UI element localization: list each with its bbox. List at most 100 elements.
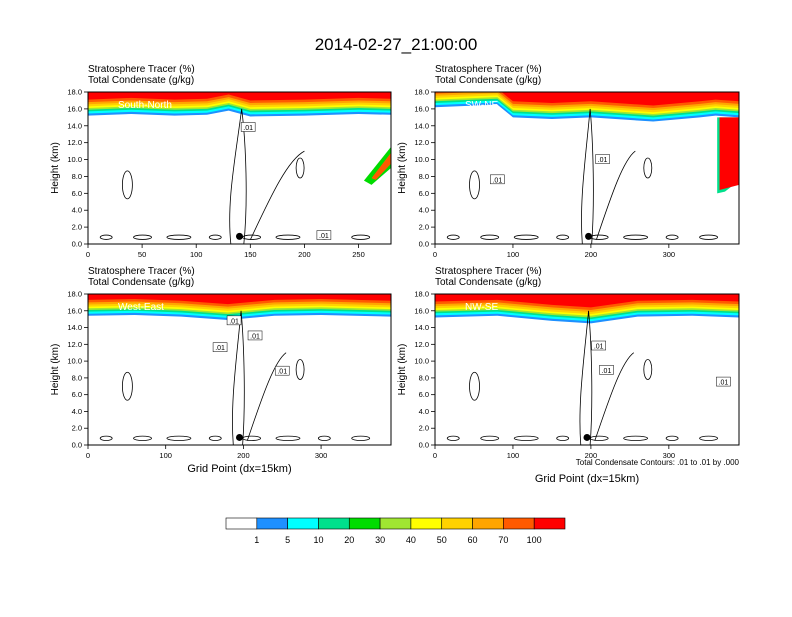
panel-subtitle-tracer: Stratosphere Tracer (%) bbox=[88, 266, 195, 277]
panel-subtitle-condensate: Total Condensate (g/kg) bbox=[88, 277, 194, 288]
low-cloud-contour bbox=[556, 234, 570, 240]
midlevel-cloud-contour bbox=[295, 359, 305, 380]
contour-label: .01 bbox=[215, 345, 225, 352]
x-tick-label: 300 bbox=[315, 451, 328, 460]
colorbar-swatch bbox=[348, 517, 381, 530]
contour-label-box bbox=[316, 230, 332, 240]
convective-tower-contour bbox=[229, 108, 247, 244]
low-cloud-contour bbox=[665, 234, 679, 240]
y-tick-label: 14.0 bbox=[414, 121, 429, 130]
colorbar-swatch bbox=[503, 517, 535, 530]
y-tick-label: 18.0 bbox=[414, 290, 429, 299]
contour-label-box bbox=[247, 330, 263, 341]
contour-label-box bbox=[591, 340, 606, 351]
panel-nw-se: Stratosphere Tracer (%)Total Condensate … bbox=[397, 266, 740, 485]
colorbar-swatch bbox=[225, 517, 258, 530]
midlevel-cloud-contour bbox=[469, 170, 480, 200]
contour-label: .01 bbox=[229, 318, 239, 325]
region-label: South-North bbox=[118, 100, 172, 111]
heatmap-field bbox=[88, 294, 391, 445]
x-tick-label: 200 bbox=[237, 451, 250, 460]
contour-label-box bbox=[716, 376, 731, 387]
x-tick-label: 200 bbox=[298, 250, 311, 259]
anvil-contour bbox=[249, 150, 305, 240]
x-tick-label: 300 bbox=[663, 451, 676, 460]
heatmap-field bbox=[435, 92, 739, 244]
anvil-contour bbox=[595, 150, 636, 240]
midlevel-cloud-contour bbox=[469, 371, 480, 401]
midlevel-cloud-contour bbox=[121, 371, 133, 401]
colorbar-swatch bbox=[472, 517, 504, 530]
condensate-contours bbox=[446, 310, 718, 445]
colorbar-label: 40 bbox=[406, 535, 416, 545]
region-label: NW-SE bbox=[465, 302, 498, 313]
panel-west-east: Stratosphere Tracer (%)Total Condensate … bbox=[50, 266, 392, 475]
x-tick-label: 50 bbox=[138, 250, 146, 259]
y-tick-label: 4.0 bbox=[419, 206, 429, 215]
low-cloud-contour bbox=[99, 435, 113, 441]
low-cloud-contour bbox=[513, 435, 539, 441]
y-tick-label: 2.0 bbox=[72, 223, 82, 232]
panel-frame bbox=[434, 293, 740, 446]
contour-label-box bbox=[274, 365, 290, 376]
panels: Stratosphere Tracer (%)Total Condensate … bbox=[50, 64, 740, 485]
x-tick-label: 0 bbox=[86, 451, 90, 460]
low-cloud-contour bbox=[446, 435, 460, 441]
anvil-contour bbox=[594, 352, 635, 441]
panel-subtitle-condensate: Total Condensate (g/kg) bbox=[435, 75, 541, 86]
low-cloud-contour bbox=[133, 435, 152, 441]
x-tick-label: 100 bbox=[507, 451, 520, 460]
tracer-streak bbox=[363, 146, 391, 185]
convective-tower-contour bbox=[581, 108, 594, 244]
midlevel-cloud-contour bbox=[643, 359, 653, 380]
anvil-contour bbox=[246, 352, 287, 441]
contour-label-box bbox=[595, 154, 610, 164]
x-tick-label: 250 bbox=[352, 250, 365, 259]
y-tick-label: 14.0 bbox=[67, 323, 82, 332]
y-tick-label: 16.0 bbox=[414, 306, 429, 315]
panel-subtitle-tracer: Stratosphere Tracer (%) bbox=[88, 64, 195, 75]
y-tick-label: 0.0 bbox=[72, 441, 82, 450]
convective-tower-contour bbox=[232, 310, 245, 445]
contour-label-box bbox=[490, 174, 505, 185]
convective-tower-contour bbox=[579, 310, 593, 445]
colorbar-label: 10 bbox=[313, 535, 323, 545]
low-cloud-contour bbox=[556, 435, 570, 441]
low-cloud-contour bbox=[351, 435, 371, 441]
panel-subtitle-tracer: Stratosphere Tracer (%) bbox=[435, 64, 542, 75]
y-tick-label: 12.0 bbox=[414, 340, 429, 349]
y-tick-label: 8.0 bbox=[72, 373, 82, 382]
colorbar-swatch bbox=[379, 517, 412, 530]
x-tick-label: 100 bbox=[190, 250, 203, 259]
region-label: SW-NE bbox=[465, 100, 498, 111]
panel-subtitle-tracer: Stratosphere Tracer (%) bbox=[435, 266, 542, 277]
y-tick-label: 18.0 bbox=[414, 88, 429, 97]
heatmap-field bbox=[88, 92, 391, 244]
colorbar-label: 100 bbox=[527, 535, 542, 545]
y-axis-label: Height (km) bbox=[50, 344, 61, 396]
x-tick-label: 200 bbox=[585, 451, 598, 460]
y-tick-label: 4.0 bbox=[72, 206, 82, 215]
tracer-intrusion-core bbox=[719, 117, 739, 190]
low-cloud-contour bbox=[446, 234, 460, 240]
location-marker bbox=[583, 433, 591, 441]
y-axis-label: Height (km) bbox=[397, 142, 408, 194]
low-cloud-contour bbox=[699, 435, 718, 441]
y-tick-label: 16.0 bbox=[67, 306, 82, 315]
condensate-contours bbox=[99, 310, 371, 445]
y-tick-label: 2.0 bbox=[419, 223, 429, 232]
colorbar-label: 5 bbox=[285, 535, 290, 545]
y-tick-label: 16.0 bbox=[67, 104, 82, 113]
colorbar-swatch bbox=[441, 517, 473, 530]
contour-label: .01 bbox=[250, 333, 260, 340]
low-cloud-contour bbox=[623, 435, 649, 441]
y-axis-label: Height (km) bbox=[50, 142, 61, 194]
y-tick-label: 4.0 bbox=[72, 407, 82, 416]
contour-label-box bbox=[599, 365, 614, 375]
y-tick-label: 12.0 bbox=[67, 340, 82, 349]
colorbar-swatch bbox=[533, 517, 566, 530]
contour-label-box bbox=[240, 122, 256, 132]
tracer-band bbox=[88, 92, 391, 101]
contour-label: .01 bbox=[594, 344, 604, 351]
